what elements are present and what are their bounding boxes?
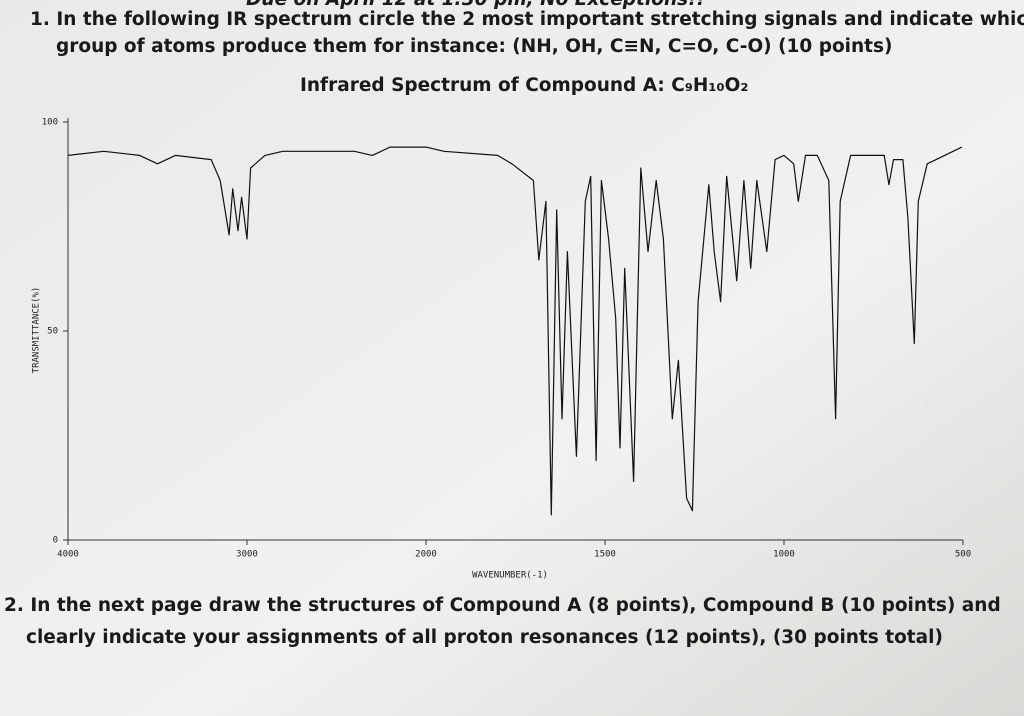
x-axis-label: WAVENUMBER(-1) (472, 571, 548, 581)
x-tick-label: 2000 (415, 550, 437, 560)
x-tick-label: 500 (955, 550, 971, 560)
question-line: 1. In the following IR spectrum circle t… (30, 9, 1024, 30)
question-line: 2. In the next page draw the structures … (4, 595, 1001, 616)
y-tick-label: 50 (47, 327, 58, 337)
x-tick-label: 4000 (57, 550, 79, 560)
x-tick-label: 3000 (236, 550, 258, 560)
question-line: clearly indicate your assignments of all… (26, 627, 943, 648)
chart-title: Infrared Spectrum of Compound A: C₉H₁₀O₂ (300, 75, 748, 96)
y-axis-label: TRANSMITTANCE(%) (32, 287, 42, 374)
x-tick-label: 1000 (773, 550, 795, 560)
spectrum-line (67, 146, 963, 516)
y-tick-label: 0 (53, 536, 58, 546)
header-text: Due on April 12 at 1:30 pm, No Exception… (246, 0, 705, 10)
y-tick-label: 100 (42, 118, 58, 128)
question-line: group of atoms produce them for instance… (56, 36, 893, 57)
x-tick-label: 1500 (594, 550, 616, 560)
